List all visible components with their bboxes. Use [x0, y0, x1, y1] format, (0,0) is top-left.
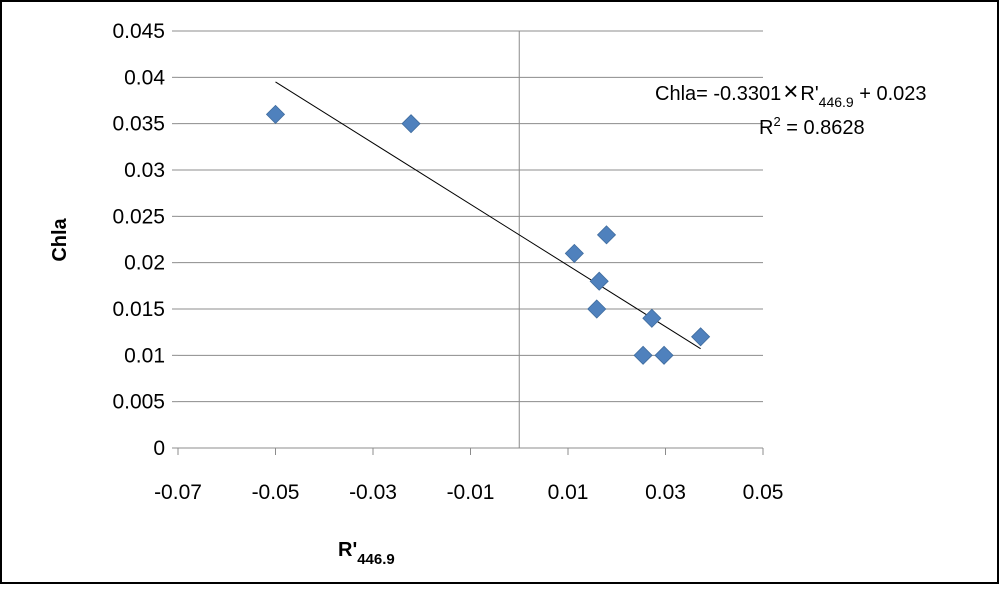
- data-point-marker: [587, 299, 607, 319]
- x-tick-labels: -0.07 -0.05 -0.03 -0.01 0.01 0.03 0.05: [154, 481, 783, 504]
- r-squared-label: R2 = 0.8628: [759, 114, 865, 139]
- trendline-equation: Chla= -0.3301× R'446.9 + 0.023: [655, 76, 927, 110]
- equation-subscript: 446.9: [819, 94, 854, 110]
- y-tick-label: 0.03: [124, 159, 165, 182]
- trendline-group: [275, 81, 701, 350]
- y-tick-label: 0.045: [112, 20, 165, 43]
- equation-prefix: Chla= -0.3301: [655, 83, 781, 105]
- y-tick-label: 0.02: [124, 252, 165, 275]
- equation-suffix: + 0.023: [854, 83, 927, 105]
- r2-letter: R: [759, 117, 773, 139]
- x-tick-label: 0.01: [548, 481, 589, 504]
- data-point-marker: [642, 308, 662, 328]
- x-tick-label: 0.05: [743, 481, 784, 504]
- data-point-marker: [589, 271, 609, 291]
- gridlines: [178, 30, 763, 403]
- y-tick-label: 0.025: [112, 205, 165, 228]
- y-tick-label: 0.04: [124, 66, 165, 89]
- equation-variable: R': [800, 83, 818, 105]
- y-tick-label: 0.015: [112, 298, 165, 321]
- x-tick-label: -0.05: [252, 481, 300, 504]
- r2-value: = 0.8628: [781, 117, 865, 139]
- x-axis-title: R'446.9: [338, 539, 395, 568]
- data-point-marker: [691, 327, 711, 347]
- data-point-marker: [401, 114, 421, 134]
- data-point-marker: [265, 104, 286, 124]
- x-tick-label: -0.01: [447, 481, 495, 504]
- y-tick-label: 0.035: [112, 113, 165, 136]
- x-tick-label: -0.03: [349, 481, 397, 504]
- r2-superscript: 2: [773, 114, 780, 129]
- data-point-marker: [654, 345, 674, 365]
- y-tick-label: 0.01: [124, 344, 165, 367]
- x-axis-title-sub: 446.9: [357, 551, 395, 568]
- x-tick-label: 0.03: [645, 481, 686, 504]
- trendline: [275, 81, 701, 350]
- y-tick-labels: 0 0.005 0.01 0.015 0.02 0.025 0.03 0.035 0.04 0.0…: [112, 20, 165, 460]
- data-points: [265, 104, 711, 365]
- y-tick-label: 0: [153, 437, 165, 460]
- axes: [172, 30, 764, 455]
- y-axis-title: Chla: [49, 217, 71, 261]
- y-tick-label: 0.005: [112, 391, 165, 414]
- x-tick-label: -0.07: [154, 481, 202, 504]
- x-axis-title-main: R': [338, 539, 357, 561]
- data-point-marker: [596, 225, 617, 245]
- data-point-marker: [633, 345, 653, 365]
- data-point-marker: [564, 243, 584, 263]
- times-symbol: ×: [783, 76, 798, 106]
